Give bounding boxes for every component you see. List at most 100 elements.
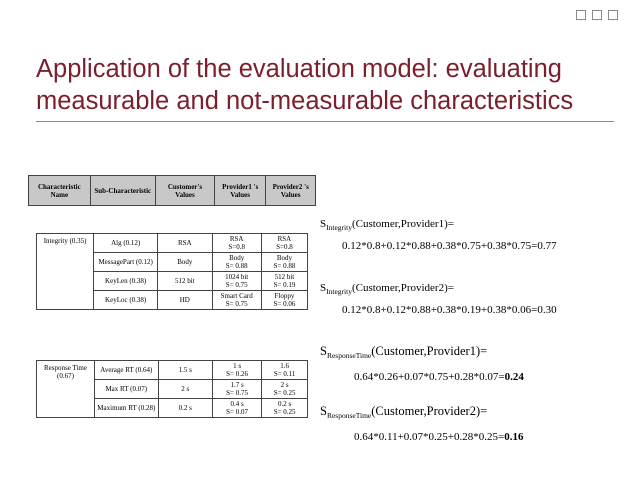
header-cell: Sub-Characteristic xyxy=(89,175,156,206)
equation-formula: 0.64*0.11+0.07*0.25+0.28*0.25=0.16 xyxy=(320,430,523,444)
header-cell: Characteristic Name xyxy=(28,175,91,206)
value-text: Body xyxy=(276,254,292,262)
table-row: Integrity (0.35) Alg (0.12) RSA RSA S=0.8… xyxy=(35,233,309,310)
equation-args: (Customer,Provider2)= xyxy=(371,404,488,418)
provider2-value: 2 s S= 0.25 xyxy=(261,379,308,399)
sub-characteristic: Maximum RT (0.28) xyxy=(93,398,159,418)
similarity-symbol: S xyxy=(320,218,327,230)
score-text: S= 0.11 xyxy=(273,370,296,378)
similarity-symbol: S xyxy=(320,282,327,294)
provider1-value: 1 s S= 0.26 xyxy=(211,360,263,380)
customer-value: 0.2 s xyxy=(157,398,213,418)
value-text: RSA xyxy=(277,235,292,243)
characteristic-name: Response Time (0.67) xyxy=(36,360,95,418)
title-divider xyxy=(36,121,614,122)
sub-characteristic: KeyLoc (0.38) xyxy=(93,290,159,310)
value-text: 512 bit xyxy=(274,273,295,281)
score-text: S= 0.19 xyxy=(273,281,296,289)
sub-characteristic: KeyLen (0.38) xyxy=(93,271,159,291)
equation-subscript: Integrity xyxy=(326,223,352,232)
score-text: S= 0.25 xyxy=(273,389,296,397)
equation-formula: 0.12*0.8+0.12*0.88+0.38*0.75+0.38*0.75=0… xyxy=(342,240,557,252)
sub-characteristic: Average RT (0.64) xyxy=(93,360,159,380)
decorative-square xyxy=(592,10,602,20)
equation-args: (Customer,Provider2)= xyxy=(351,282,454,294)
value-text: 1 s xyxy=(233,362,242,370)
customer-value: 2 s xyxy=(157,379,213,399)
value-text: Smart Card xyxy=(220,292,253,300)
formula-text: 0.64*0.26+0.07*0.75+0.28*0.07= xyxy=(354,371,505,383)
similarity-symbol: S xyxy=(320,344,327,358)
score-text: S= 0.75 xyxy=(225,300,248,308)
customer-value: 1.5 s xyxy=(157,360,213,380)
customer-value: RSA xyxy=(157,233,213,253)
provider1-value: 0.4 s S= 0.07 xyxy=(211,398,263,418)
value-text: RSA xyxy=(229,235,244,243)
equation-args: (Customer,Provider1)= xyxy=(351,218,454,230)
table-row: Max RT (0.07) 2 s 1.7 s S= 0.75 2 s S= 0.2… xyxy=(37,379,308,399)
equation-integrity-provider2: SIntegrity(Customer,Provider2)= 0.12*0.8… xyxy=(320,281,557,317)
table-row: KeyLen (0.38) 512 bit 1024 bit S= 0.75 51… xyxy=(37,271,309,291)
value-text: 1.7 s xyxy=(230,381,244,389)
score-text: S= 0.07 xyxy=(226,408,248,416)
customer-value: HD xyxy=(157,290,213,310)
equation-subscript: ResponseTime xyxy=(326,351,372,360)
customer-value: 512 bit xyxy=(157,271,213,291)
decorative-square xyxy=(608,10,618,20)
table-row: KeyLoc (0.38) HD Smart Card S= 0.75 Flopp… xyxy=(37,290,309,310)
score-text: S= 0.25 xyxy=(273,408,296,416)
provider1-value: RSA S=0.8 xyxy=(211,233,262,253)
equation-responsetime-provider1: SResponseTime(Customer,Provider1)= 0.64*… xyxy=(320,344,524,384)
provider2-value: 0.2 s S= 0.25 xyxy=(261,398,308,418)
equation-args: (Customer,Provider1)= xyxy=(371,344,488,358)
score-text: S= 0.88 xyxy=(225,262,248,270)
provider2-value: RSA S=0.8 xyxy=(260,233,309,253)
customer-value: Body xyxy=(157,252,213,272)
equation-subscript: ResponseTime xyxy=(326,411,372,420)
header-cell: Customer's Values xyxy=(154,175,216,206)
score-text: S= 0.26 xyxy=(226,370,248,378)
equation-formula: 0.12*0.8+0.12*0.88+0.38*0.19+0.38*0.06=0… xyxy=(342,304,557,316)
provider1-value: 1024 bit S= 0.75 xyxy=(211,271,262,291)
formula-text: 0.64*0.11+0.07*0.25+0.28*0.25= xyxy=(354,431,505,443)
equation-formula: 0.64*0.26+0.07*0.75+0.28*0.07=0.24 xyxy=(320,370,524,384)
score-text: S= 0.06 xyxy=(273,300,296,308)
table-header: Characteristic Name Sub-Characteristic C… xyxy=(28,175,316,206)
score-text: S=0.8 xyxy=(276,243,293,251)
sub-characteristic: Max RT (0.07) xyxy=(93,379,159,399)
value-text: 1.6 xyxy=(280,362,289,370)
table-row: Response Time (0.67) Average RT (0.64) 1… xyxy=(36,360,308,418)
characteristic-name: Integrity (0.35) xyxy=(35,233,95,310)
header-cell: Provider2 's Values xyxy=(265,175,316,206)
equation-result: 0.24 xyxy=(504,371,524,383)
value-text: Body xyxy=(229,254,245,262)
equation-responsetime-provider2: SResponseTime(Customer,Provider2)= 0.64*… xyxy=(320,404,523,444)
header-cell: Provider1 's Values xyxy=(213,175,267,206)
table-header-row: Characteristic Name Sub-Characteristic C… xyxy=(28,175,316,206)
slide-title: Application of the evaluation model: eva… xyxy=(36,53,616,117)
provider1-value: 1.7 s S= 0.75 xyxy=(211,379,263,399)
equation-result: 0.16 xyxy=(504,431,524,443)
slide-title-line: Application of the evaluation model: eva… xyxy=(36,55,562,83)
value-text: 0.2 s xyxy=(278,400,292,408)
provider2-value: 512 bit S= 0.19 xyxy=(260,271,309,291)
table-row: Maximum RT (0.28) 0.2 s 0.4 s S= 0.07 0.2… xyxy=(37,398,308,418)
value-text: 0.4 s xyxy=(230,400,244,408)
value-text: Floppy xyxy=(274,292,295,300)
sub-characteristic: Alg (0.12) xyxy=(93,233,159,253)
provider2-value: 1.6 S= 0.11 xyxy=(261,360,308,380)
equation-integrity-provider1: SIntegrity(Customer,Provider1)= 0.12*0.8… xyxy=(320,217,557,253)
equation-subscript: Integrity xyxy=(326,287,352,296)
provider1-value: Smart Card S= 0.75 xyxy=(211,290,262,310)
provider1-value: Body S= 0.88 xyxy=(211,252,262,272)
sub-characteristic: MessagePart (0.12) xyxy=(93,252,159,272)
integrity-table: Integrity (0.35) Alg (0.12) RSA RSA S=0.8… xyxy=(35,233,309,310)
score-text: S= 0.75 xyxy=(226,389,248,397)
similarity-symbol: S xyxy=(320,404,327,418)
value-text: 1024 bit xyxy=(225,273,249,281)
score-text: S=0.8 xyxy=(228,243,245,251)
decorative-square xyxy=(576,10,586,20)
provider2-value: Body S= 0.88 xyxy=(260,252,309,272)
response-time-table: Response Time (0.67) Average RT (0.64) 1… xyxy=(36,360,308,418)
score-text: S= 0.88 xyxy=(273,262,296,270)
